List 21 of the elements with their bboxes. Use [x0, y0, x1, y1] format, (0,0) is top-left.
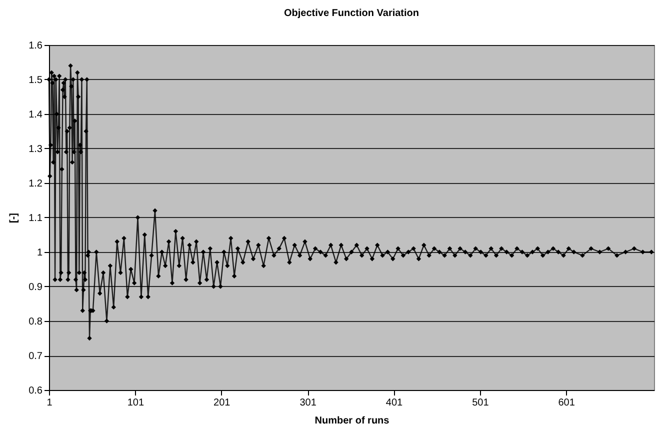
- y-tick-label: 1.1: [28, 213, 43, 224]
- x-tick-label: 1: [46, 398, 53, 408]
- y-tick-label: 0.6: [28, 386, 43, 396]
- y-tick-label: 0.7: [28, 351, 43, 362]
- x-axis-title: Number of runs: [314, 416, 390, 426]
- x-tick-label: 201: [214, 398, 231, 408]
- y-tick-label: 1.5: [28, 75, 43, 86]
- y-axis-title: [-]: [8, 213, 20, 223]
- chart-title: Objective Function Variation: [284, 8, 420, 19]
- y-tick-label: 1.4: [28, 110, 43, 120]
- x-tick-label: 501: [472, 398, 490, 408]
- y-tick-label: 1.6: [28, 40, 43, 52]
- y-tick-label: 0.8: [28, 316, 43, 328]
- y-tick-label: 1.2: [28, 178, 43, 190]
- x-tick-label: 101: [127, 398, 144, 408]
- y-tick-label: 1: [36, 248, 43, 258]
- x-tick-label: 401: [386, 398, 404, 408]
- y-tick-label: 1.3: [28, 144, 43, 155]
- x-tick-label: 601: [558, 398, 576, 408]
- x-tick-label: 301: [300, 398, 317, 408]
- y-tick-label: 0.9: [28, 282, 43, 293]
